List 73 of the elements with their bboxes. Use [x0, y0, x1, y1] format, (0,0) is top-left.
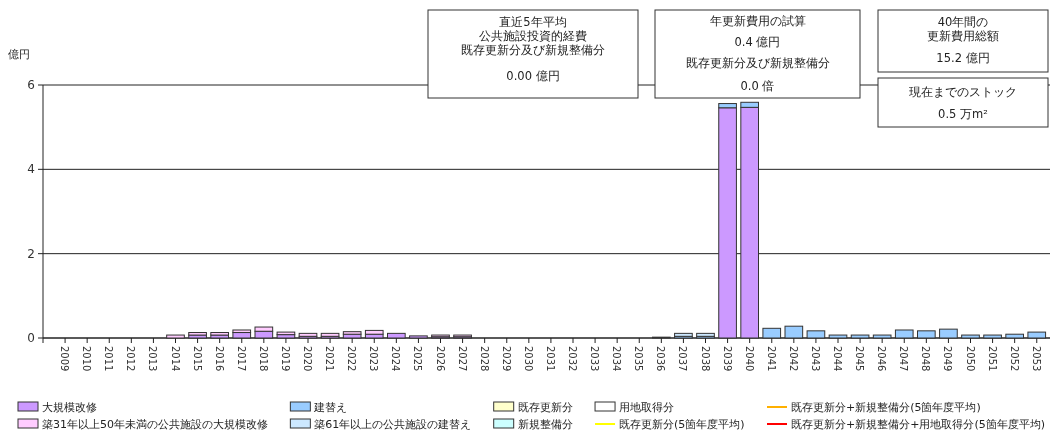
- x-tick-label: 2037: [677, 346, 689, 372]
- x-tick-label: 2019: [279, 346, 291, 372]
- x-tick-label: 2036: [655, 346, 667, 372]
- y-axis-title: 億円: [8, 48, 30, 61]
- x-tick-label: 2021: [324, 346, 336, 372]
- x-tick-label: 2042: [787, 346, 799, 372]
- legend-label: 築31年以上50年未満の公共施設の大規模改修: [42, 418, 268, 431]
- text: 年更新費用の試算: [709, 14, 806, 28]
- x-tick-label: 2023: [368, 346, 380, 372]
- x-tick-label: 2010: [81, 346, 93, 372]
- x-tick-label: 2046: [876, 346, 888, 372]
- text: 0.4 億円: [734, 35, 781, 49]
- x-tick-label: 2015: [191, 346, 203, 372]
- x-tick-label: 2040: [743, 346, 755, 372]
- annotation: 0.5 万m²: [938, 107, 988, 121]
- x-tick-label: 2012: [125, 346, 137, 372]
- legend-label: 既存更新分(5箇年度平均): [619, 418, 745, 431]
- y-tick-label: 2: [27, 246, 35, 261]
- x-tick-label: 2011: [103, 346, 115, 372]
- x-tick-label: 2033: [589, 346, 601, 372]
- legend-label: 既存更新分: [517, 401, 573, 414]
- x-tick-label: 2029: [500, 346, 512, 372]
- y-tick-label: 0: [27, 331, 35, 345]
- x-tick-label: 2050: [964, 346, 976, 372]
- x-tick-label: 2039: [721, 346, 733, 372]
- text: 直近5年平均: [499, 15, 567, 29]
- x-tick-label: 2009: [59, 346, 71, 372]
- text: 公共施設投資的経費: [479, 29, 587, 43]
- text: 既存更新分及び新規整備分: [685, 56, 830, 70]
- x-tick-label: 2044: [832, 346, 843, 372]
- x-tick-label: 2013: [147, 346, 159, 372]
- x-tick-label: 2045: [854, 346, 866, 372]
- x-tick-label: 2030: [522, 346, 534, 372]
- x-tick-label: 2032: [567, 346, 578, 372]
- x-tick-label: 2031: [544, 346, 556, 372]
- legend-label: 建替え: [313, 401, 348, 414]
- x-tick-label: 2052: [1008, 346, 1020, 372]
- x-tick-label: 2049: [942, 346, 954, 372]
- x-tick-label: 2053: [1030, 346, 1042, 372]
- x-tick-label: 2043: [809, 346, 821, 372]
- x-tick-label: 2020: [302, 346, 313, 372]
- x-tick-label: 2035: [633, 346, 645, 372]
- x-tick-label: 2034: [611, 346, 623, 372]
- y-tick-label: 6: [27, 78, 35, 92]
- legend-label: 既存更新分+新規整備分+用地取得分(5箇年度平均): [790, 418, 1045, 431]
- text: 更新費用総額: [927, 29, 999, 43]
- x-tick-label: 2026: [434, 346, 446, 372]
- text: 0.00 億円: [506, 69, 560, 83]
- x-tick-label: 2016: [213, 346, 225, 372]
- x-tick-label: 2027: [456, 346, 468, 372]
- x-tick-label: 2038: [699, 346, 711, 372]
- x-tick-label: 2051: [986, 346, 998, 372]
- annotation: 現在までのストック: [909, 85, 1017, 99]
- x-tick-label: 2047: [898, 346, 910, 372]
- legend-label: 新規整備分: [517, 418, 573, 431]
- x-tick-label: 2022: [346, 346, 358, 372]
- legend-label: 築61年以上の公共施設の建替え: [314, 418, 472, 431]
- x-tick-label: 2041: [765, 346, 777, 372]
- x-tick-label: 2028: [478, 346, 490, 372]
- annotation: 0.0 倍: [740, 79, 775, 93]
- x-tick-label: 2014: [169, 346, 181, 372]
- text: 15.2 億円: [936, 51, 990, 65]
- text: 既存更新分及び新規整備分: [461, 43, 605, 57]
- y-tick-label: 4: [27, 162, 35, 177]
- x-tick-label: 2018: [257, 346, 269, 372]
- x-tick-label: 2025: [412, 346, 424, 372]
- legend-label: 用地取得分: [619, 401, 675, 414]
- text: 40年間の: [937, 15, 989, 29]
- legend-label: 既存更新分+新規整備分(5箇年度平均): [790, 401, 981, 414]
- x-tick-label: 2017: [235, 346, 247, 372]
- legend-label: 大規模改修: [42, 401, 97, 414]
- x-tick-label: 2048: [920, 346, 932, 372]
- x-tick-label: 2024: [390, 346, 402, 372]
